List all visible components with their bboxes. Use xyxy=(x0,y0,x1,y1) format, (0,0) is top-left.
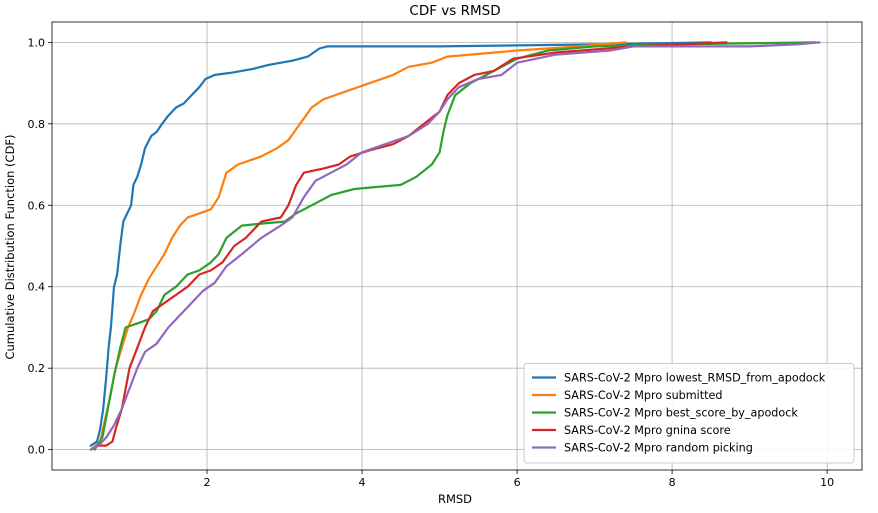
y-tick-label: 0.8 xyxy=(28,118,46,131)
series-line-1 xyxy=(89,41,713,447)
plot-frame xyxy=(51,21,863,471)
series-layer xyxy=(89,41,821,451)
x-tick-label: 10 xyxy=(820,476,834,489)
series-line-5 xyxy=(89,41,821,451)
y-tick-label: 0.6 xyxy=(28,199,46,212)
legend-label: SARS-CoV-2 Mpro lowest_RMSD_from_apodock xyxy=(564,372,826,385)
grid-layer xyxy=(52,22,862,470)
legend: SARS-CoV-2 Mpro lowest_RMSD_from_apodock… xyxy=(523,363,855,464)
chart-title: CDF vs RMSD xyxy=(409,3,500,19)
y-tick-label: 0.0 xyxy=(28,444,46,457)
x-tick-label: 6 xyxy=(514,476,521,489)
x-tick-label: 2 xyxy=(204,476,211,489)
series-line-3 xyxy=(93,41,817,451)
series-line-4 xyxy=(97,41,728,447)
legend-box xyxy=(523,363,855,464)
legend-label: SARS-CoV-2 Mpro gnina score xyxy=(564,424,731,437)
ticks-layer: 2 4 6 8 10 0.0 0.2 0.4 0.6 0.8 1.0 xyxy=(28,36,835,489)
x-tick-label: 4 xyxy=(359,476,366,489)
y-tick-label: 0.4 xyxy=(28,281,46,294)
legend-label: SARS-CoV-2 Mpro submitted xyxy=(564,389,723,402)
legend-label: SARS-CoV-2 Mpro best_score_by_apodock xyxy=(564,407,798,420)
series-line-2 xyxy=(89,41,627,451)
y-tick-label: 0.2 xyxy=(28,362,46,375)
x-tick-label: 8 xyxy=(669,476,676,489)
legend-label: SARS-CoV-2 Mpro random picking xyxy=(564,442,753,455)
y-tick-label: 1.0 xyxy=(28,36,46,49)
y-axis-label: Cumulative Distribution Function (CDF) xyxy=(3,134,17,359)
x-axis-label: RMSD xyxy=(438,492,472,506)
